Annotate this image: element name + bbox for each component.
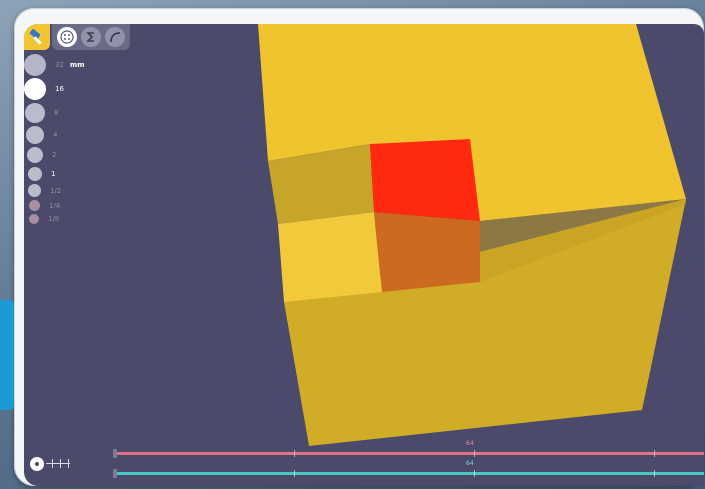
scale-dot [26, 126, 44, 144]
scale-option-1-2[interactable]: 1/2 [24, 184, 61, 197]
curve-tool-button[interactable] [105, 27, 125, 47]
teal-slider-handle[interactable] [113, 469, 117, 478]
scale-option-1[interactable]: 1 [24, 167, 55, 181]
scale-label: 1/8 [48, 215, 60, 223]
ruler-tick [60, 459, 61, 468]
scale-dot [24, 54, 46, 76]
notch-floor [278, 212, 382, 302]
sigma-tool-button[interactable] [81, 27, 101, 47]
scale-option-32[interactable]: 32 mm [24, 54, 85, 76]
sigma-icon [86, 32, 94, 42]
ruler-tick [68, 459, 69, 468]
scale-option-1-8[interactable]: 1/8 [24, 214, 59, 224]
scale-dot [25, 103, 45, 123]
hammer-icon [29, 28, 42, 45]
red-axis-slider[interactable] [113, 449, 704, 458]
scale-option-2[interactable]: 2 [24, 147, 56, 163]
red-slider-handle[interactable] [113, 449, 117, 458]
scale-dot [29, 214, 39, 224]
palette-icon [60, 30, 74, 44]
slider-tick [474, 450, 475, 457]
palette-tool-button[interactable] [57, 27, 77, 47]
scene-canvas[interactable] [24, 24, 704, 486]
hammer-tool-button[interactable] [24, 24, 50, 50]
curve-icon [110, 32, 121, 43]
scale-label: 32 [55, 61, 64, 69]
scale-option-16[interactable]: 16 [24, 78, 64, 100]
tool-mode-group [52, 24, 130, 50]
red-slider-value: 64 [466, 440, 474, 447]
slider-tick [474, 470, 475, 477]
scale-dot-selected [24, 78, 46, 100]
scale-dot [28, 167, 42, 181]
scale-dot [29, 200, 40, 211]
scale-dot [28, 184, 41, 197]
notch-back-wall [268, 144, 374, 224]
scale-label: 8 [54, 109, 59, 117]
teal-axis-slider[interactable] [113, 469, 704, 478]
scale-label: 1/4 [49, 201, 61, 210]
scale-label: 2 [52, 151, 57, 159]
scale-option-8[interactable]: 8 [24, 103, 58, 123]
origin-icon[interactable] [30, 457, 44, 471]
scale-label: 4 [53, 131, 58, 139]
scale-label: 1 [51, 170, 56, 178]
scale-option-4[interactable]: 4 [24, 126, 57, 144]
slider-tick [654, 450, 655, 457]
ruler-line [46, 463, 70, 464]
3d-viewport[interactable]: 32 mm 16 8 4 2 1 1/2 1/4 [24, 24, 704, 486]
ruler-tick [52, 459, 53, 468]
scale-unit: mm [69, 61, 85, 69]
slider-tick [654, 470, 655, 477]
slider-tick [294, 450, 295, 457]
scale-label: 1/2 [50, 186, 62, 195]
scale-dot [27, 147, 43, 163]
block-top-face [258, 24, 686, 221]
block-right-shade [480, 199, 686, 282]
teal-slider-value: 64 [466, 460, 474, 467]
red-cube-top[interactable] [370, 139, 480, 221]
scale-option-1-4[interactable]: 1/4 [24, 200, 60, 211]
block-front-face [284, 199, 686, 446]
slider-tick [294, 470, 295, 477]
window-edge-accent [0, 300, 14, 410]
red-cube-side [374, 212, 480, 292]
scale-label: 16 [55, 85, 64, 93]
